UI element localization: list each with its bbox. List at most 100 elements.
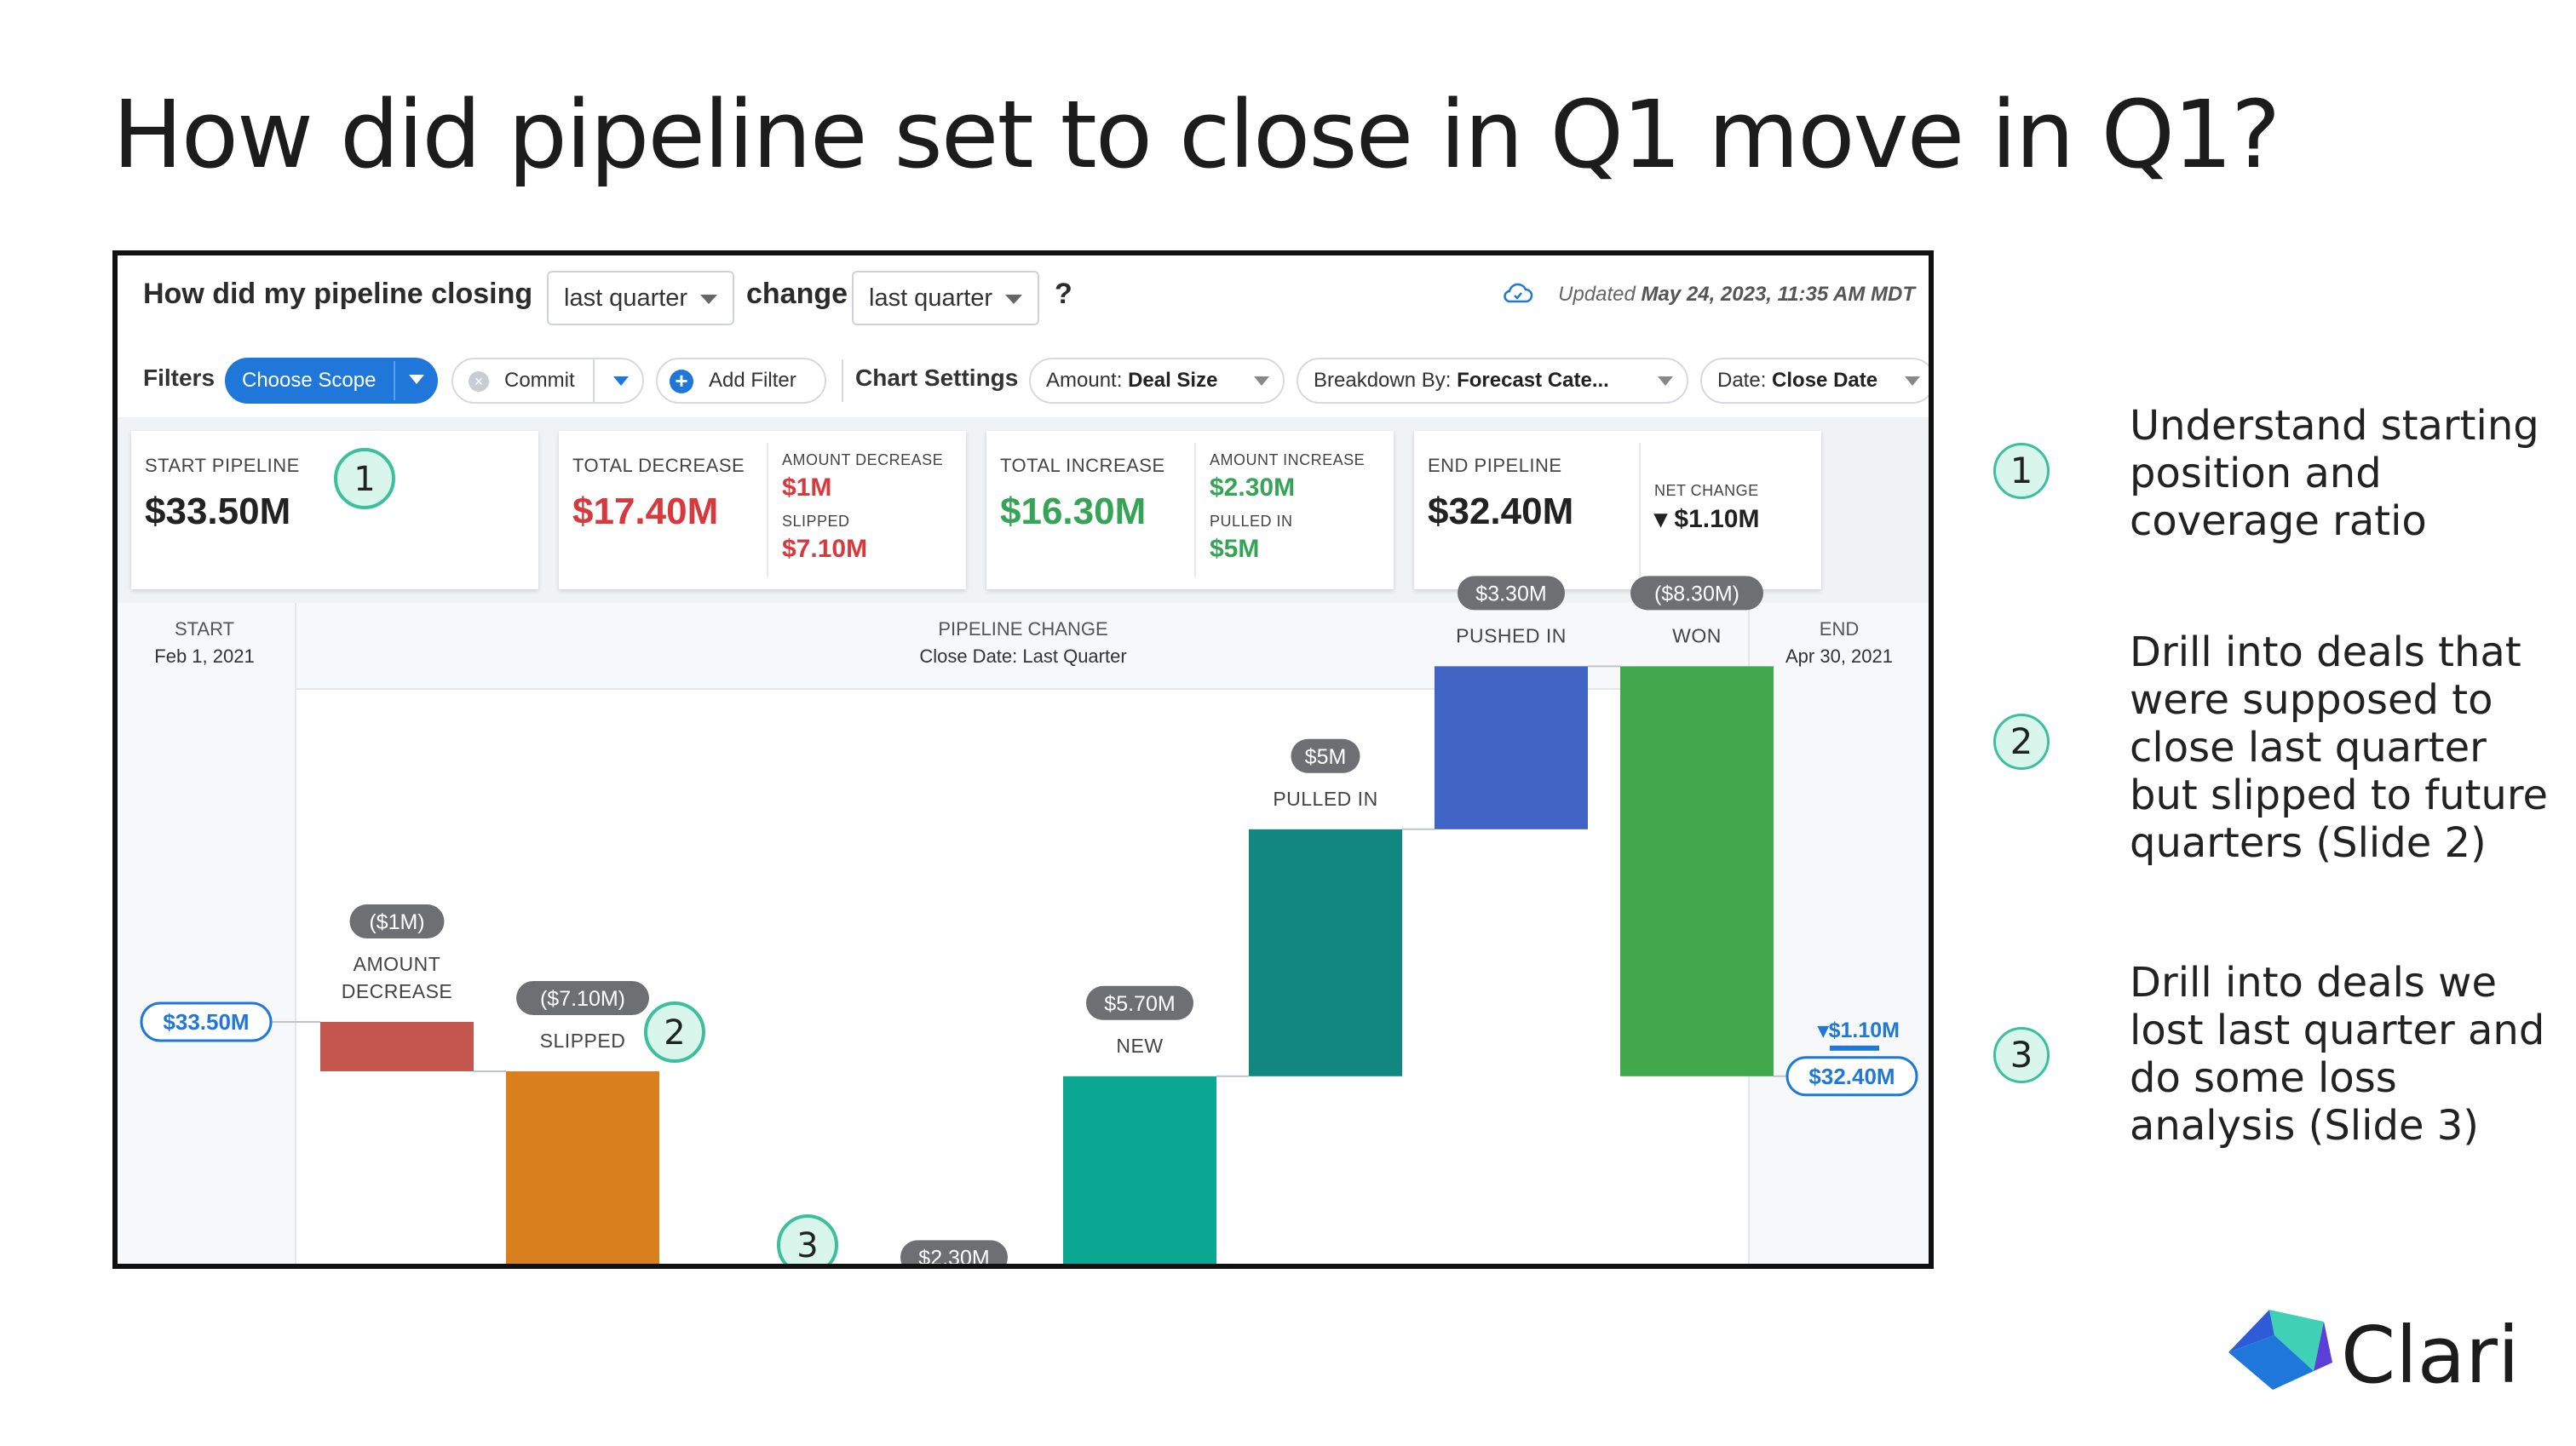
waterfall-bar-slipped xyxy=(506,1071,659,1264)
bar-value-badge xyxy=(516,981,649,1015)
chevron-down-icon xyxy=(1254,376,1269,386)
slipped-value: $7.10M xyxy=(782,535,868,563)
updated-timestamp: Updated May 24, 2023, 11:35 AM MDT xyxy=(1558,283,1915,307)
updated-value: May 24, 2023, 11:35 AM MDT xyxy=(1641,283,1915,306)
choose-scope-button[interactable]: Choose Scope xyxy=(225,358,438,404)
total-increase-label: TOTAL INCREASE xyxy=(1000,455,1165,476)
filters-label: Filters xyxy=(143,364,216,391)
filters-divider xyxy=(842,359,843,402)
total-increase-card[interactable]: TOTAL INCREASE $16.30M AMOUNT INCREASE $… xyxy=(986,431,1394,589)
chip-divider xyxy=(593,359,595,402)
amount-setting-dropdown[interactable]: Amount: Deal Size xyxy=(1029,358,1285,404)
callout-number-3: 3 xyxy=(1993,1027,2050,1083)
slipped-label: SLIPPED xyxy=(782,513,850,530)
period-select-2[interactable]: last quarter xyxy=(852,271,1039,325)
chevron-down-icon xyxy=(1005,295,1022,304)
bar-value-label: $2.30M xyxy=(918,1246,989,1264)
date-value: Close Date xyxy=(1772,369,1878,392)
breakdown-key: Breakdown By: xyxy=(1314,369,1452,392)
bar-value-badge xyxy=(349,904,445,938)
total-decrease-card[interactable]: TOTAL DECREASE $17.40M AMOUNT DECREASE $… xyxy=(559,431,966,589)
card-divider xyxy=(1639,443,1641,577)
chevron-down-icon xyxy=(1905,376,1920,386)
total-decrease-value: $17.40M xyxy=(572,491,719,532)
bar-category-label: DECREASE xyxy=(342,980,453,1002)
end-pipeline-label: END PIPELINE xyxy=(1428,455,1562,476)
bar-category-label: PULLED IN xyxy=(1273,788,1377,810)
chevron-down-icon xyxy=(700,295,717,304)
period-select-1-value: last quarter xyxy=(564,284,688,312)
waterfall-chart: $33.50M DECREASE AMOUNT ($1M) SLIPPED ($7.10M… xyxy=(140,448,1918,1264)
card-divider xyxy=(1194,443,1196,577)
chevron-down-icon xyxy=(613,376,629,386)
bar-value-label: ($1M) xyxy=(369,910,424,934)
start-pipeline-card[interactable]: START PIPELINE $33.50M xyxy=(131,431,538,589)
marker-3: 3 xyxy=(796,1226,818,1264)
add-filter-button[interactable]: + Add Filter xyxy=(656,358,826,404)
bar-value-badge xyxy=(1458,576,1565,611)
amount-key: Amount: xyxy=(1046,369,1123,392)
bar-value-label: $5M xyxy=(1305,745,1347,769)
commit-chip-label: Commit xyxy=(504,369,575,392)
bar-value-label: $5.70M xyxy=(1104,992,1175,1016)
start-title: START xyxy=(174,618,235,640)
amount-increase-label: AMOUNT INCREASE xyxy=(1210,451,1366,468)
bar-value-label: $3.30M xyxy=(1475,582,1546,605)
breakdown-setting-dropdown[interactable]: Breakdown By: Forecast Cate... xyxy=(1297,358,1688,404)
column-divider xyxy=(295,603,296,688)
callout-text-2: Drill into deals that were supposed to c… xyxy=(2130,628,2549,867)
start-column xyxy=(118,688,296,1264)
bar-value-label: ($7.10M) xyxy=(540,987,625,1011)
query-header: How did my pipeline closing last quarter… xyxy=(118,255,1929,341)
marker-2-circle xyxy=(644,1001,705,1063)
start-pipeline-value: $33.50M xyxy=(145,491,291,532)
filters-bar: Filters Choose Scope × Commit + Add Filt… xyxy=(118,341,1929,419)
button-divider xyxy=(394,361,395,400)
marker-2: 2 xyxy=(664,1013,685,1053)
column-divider xyxy=(1748,603,1750,688)
marker-3-circle xyxy=(777,1214,838,1264)
start-pipeline-label: START PIPELINE xyxy=(145,455,300,476)
start-value-label-bg xyxy=(140,1001,273,1042)
date-key: Date: xyxy=(1717,369,1767,392)
pipeline-change-title: PIPELINE CHANGE xyxy=(938,618,1108,640)
net-change-value: ▾ $1.10M xyxy=(1654,505,1760,533)
period-select-1[interactable]: last quarter xyxy=(547,271,734,325)
column-divider xyxy=(295,688,296,1264)
pulled-in-value: $5M xyxy=(1210,535,1260,563)
end-date: Apr 30, 2021 xyxy=(1785,646,1893,667)
bar-category-label: PUSHED IN xyxy=(1456,624,1567,646)
question-text-2: change xyxy=(746,278,848,310)
net-change-bar xyxy=(1830,1045,1879,1051)
bar-category-label: NEW xyxy=(1116,1035,1163,1057)
period-select-2-value: last quarter xyxy=(869,284,993,312)
bar-category-label: AMOUNT xyxy=(354,953,441,975)
remove-icon[interactable]: × xyxy=(469,371,489,392)
total-increase-value: $16.30M xyxy=(1000,491,1147,532)
breakdown-value: Forecast Cate... xyxy=(1457,369,1609,392)
amount-increase-value: $2.30M xyxy=(1210,473,1296,502)
start-date: Feb 1, 2021 xyxy=(154,646,255,667)
bar-value-badge xyxy=(1630,576,1763,611)
date-setting-dropdown[interactable]: Date: Close Date xyxy=(1700,358,1929,404)
slide-title: How did pipeline set to close in Q1 move… xyxy=(112,80,2280,189)
end-pipeline-card[interactable]: END PIPELINE $32.40M NET CHANGE ▾ $1.10M xyxy=(1414,431,1821,589)
commit-filter-chip[interactable]: × Commit xyxy=(451,358,644,404)
end-value-label-bg xyxy=(1785,1056,1918,1097)
amount-value: Deal Size xyxy=(1128,369,1218,392)
net-change-label: ▾$1.10M xyxy=(1817,1019,1900,1042)
kpi-summary: START PIPELINE $33.50M TOTAL DECREASE $1… xyxy=(118,417,1929,605)
pipeline-change-subtitle: Close Date: Last Quarter xyxy=(919,646,1127,667)
add-filter-label: Add Filter xyxy=(709,369,796,392)
end-column xyxy=(1750,688,1929,1264)
bar-value-label: ($8.30M) xyxy=(1654,582,1739,605)
dashboard-screenshot: How did my pipeline closing last quarter… xyxy=(112,250,1934,1269)
waterfall-bar-amount-decrease xyxy=(320,1022,474,1071)
card-divider xyxy=(767,443,768,577)
bar-category-label: SLIPPED xyxy=(540,1030,626,1052)
bar-value-badge xyxy=(1086,985,1193,1020)
question-text-1: How did my pipeline closing xyxy=(143,278,533,310)
marker-1-circle xyxy=(334,448,395,509)
bar-category-label: WON xyxy=(1672,624,1722,646)
amount-decrease-value: $1M xyxy=(782,473,832,502)
